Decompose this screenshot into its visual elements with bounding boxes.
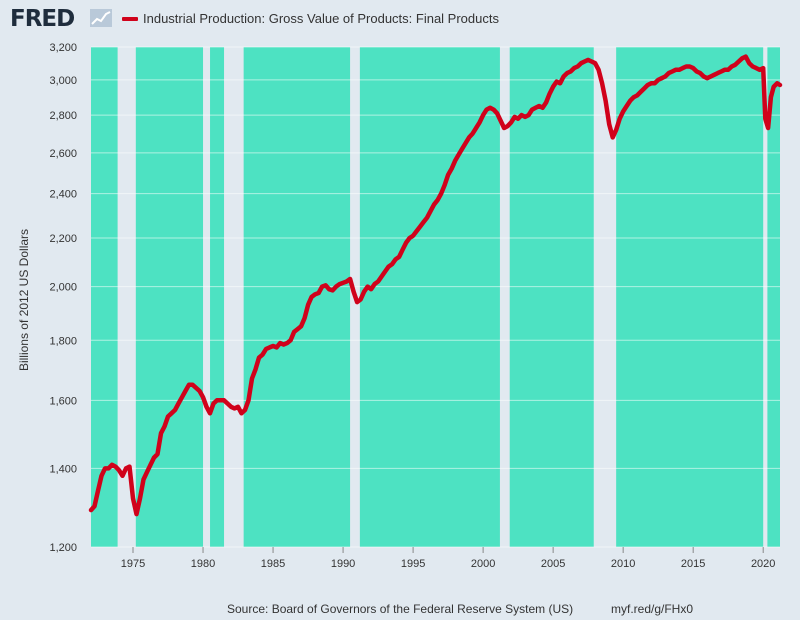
short-url[interactable]: myf.red/g/FHx0 [611, 602, 694, 616]
x-axis: 1975 1980 1985 1990 1995 2000 2005 2010 2015 2020 [121, 547, 775, 570]
x-tick-label: 2020 [751, 558, 775, 570]
source-note: Source: Board of Governors of the Federa… [227, 602, 574, 616]
y-tick-label: 2,800 [49, 110, 77, 122]
chart-header: FRED Industrial Production: Gross Value … [0, 0, 800, 40]
recession-band [224, 47, 244, 547]
legend-swatch [122, 17, 138, 21]
y-tick-label: 2,000 [49, 282, 77, 294]
series-line [88, 54, 783, 517]
x-tick-label: 1980 [191, 558, 215, 570]
y-axis-label: Billions of 2012 US Dollars [17, 228, 31, 372]
plot-background [91, 47, 780, 547]
x-tick-label: 2000 [471, 558, 495, 570]
x-tick-label: 1985 [261, 558, 285, 570]
recession-bands [117, 47, 768, 547]
recession-band [117, 47, 136, 547]
x-tick-label: 2015 [681, 558, 705, 570]
x-tick-label: 1995 [401, 558, 425, 570]
y-tick-label: 2,200 [49, 233, 77, 245]
recession-band [499, 47, 510, 547]
y-tick-label: 1,600 [49, 395, 77, 407]
x-tick-label: 1975 [121, 558, 145, 570]
y-tick-label: 3,000 [49, 75, 77, 87]
gridlines [91, 46, 780, 548]
plot-area [91, 47, 780, 547]
fred-logo[interactable]: FRED [10, 6, 75, 32]
y-tick-label: 2,400 [49, 189, 77, 201]
x-tick-label: 1990 [331, 558, 355, 570]
recession-band [203, 47, 211, 547]
y-axis: 1,200 1,400 1,600 1,800 2,000 2,200 2,400 2,600… [49, 42, 77, 554]
y-tick-label: 3,200 [49, 42, 77, 54]
x-tick-label: 2010 [611, 558, 635, 570]
y-tick-label: 1,400 [49, 463, 77, 475]
recession-band [593, 47, 617, 547]
y-tick-label: 1,200 [49, 542, 77, 554]
y-tick-label: 1,800 [49, 335, 77, 347]
series-group [88, 54, 783, 517]
recession-band [763, 47, 768, 547]
y-tick-label: 2,600 [49, 148, 77, 160]
x-tick-label: 2005 [541, 558, 565, 570]
fred-graph-icon [90, 9, 112, 27]
legend-label[interactable]: Industrial Production: Gross Value of Pr… [143, 11, 499, 26]
